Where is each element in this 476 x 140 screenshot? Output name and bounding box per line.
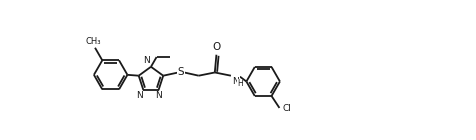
Text: N: N bbox=[136, 91, 142, 100]
Text: N: N bbox=[143, 56, 149, 66]
Text: N: N bbox=[156, 91, 162, 100]
Text: Cl: Cl bbox=[282, 104, 291, 113]
Text: O: O bbox=[212, 42, 220, 52]
Text: H: H bbox=[237, 79, 243, 88]
Text: S: S bbox=[178, 67, 184, 77]
Text: CH₃: CH₃ bbox=[86, 37, 101, 46]
Text: N: N bbox=[233, 77, 239, 86]
